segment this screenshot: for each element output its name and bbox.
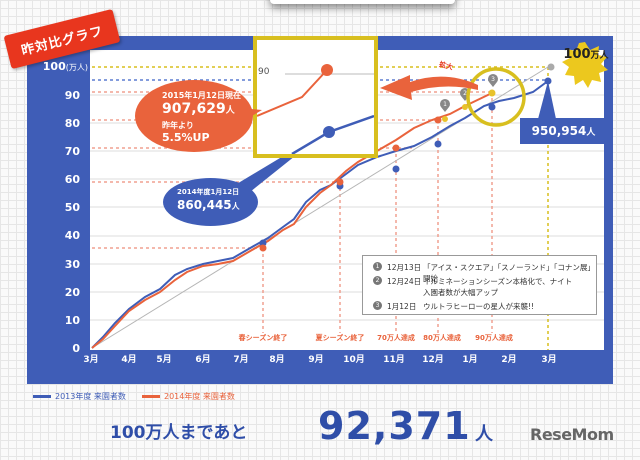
- note-text: 「アイス・スクエア」「スノーランド」「コナン展」開始: [423, 263, 595, 283]
- pin-3-icon: 3: [488, 73, 499, 87]
- total-2013-label: 950,954 人: [520, 118, 607, 144]
- event-label: 70万人達成: [377, 334, 415, 342]
- callout-value: 907,629人: [162, 101, 235, 117]
- legend-swatch: [33, 395, 51, 398]
- series-2014: [91, 92, 493, 349]
- arrow-left-icon: [380, 75, 478, 100]
- callout-date: 2015年1月12日現在: [162, 91, 241, 100]
- callout-2014-prev: 2014年度1月12日 860,445人: [163, 178, 258, 226]
- y-tick-30: 30: [64, 258, 80, 271]
- x-tick: 5月: [156, 355, 172, 365]
- callout-value: 860,445人: [177, 198, 240, 212]
- x-tick: 3月: [83, 355, 99, 365]
- note-date: 12月24日: [387, 277, 422, 286]
- y-tick-90: 90: [64, 89, 80, 102]
- event-label: 夏シーズン終了: [315, 334, 365, 342]
- callout-2015-current: 2015年1月12日現在 907,629人 昨年より 5.5%UP: [135, 80, 253, 152]
- legend-swatch: [142, 395, 160, 398]
- x-tick: 9月: [308, 355, 324, 365]
- notes-box: 1 12月13日 「アイス・スクエア」「スノーランド」「コナン展」開始 2 12…: [362, 255, 597, 315]
- note-row: 2 12月24日 イルミネーションシーズン本格化で、ナイト入園者数が大幅アップ: [373, 276, 573, 298]
- note-text: イルミネーションシーズン本格化で、ナイト入園者数が大幅アップ: [423, 277, 573, 297]
- event-label: 80万人達成: [423, 334, 461, 342]
- x-tick: 3月: [541, 355, 557, 365]
- series-2013: [91, 80, 549, 349]
- legend-item-2013: 2013年度 来園者数: [33, 391, 126, 402]
- legend-item-2014: 2014年度 来園者数: [142, 391, 235, 402]
- svg-text:2: 2: [463, 90, 467, 97]
- x-tick: 4月: [121, 355, 137, 365]
- callout-compare-value: 5.5%UP: [162, 131, 210, 144]
- x-tick: 2月: [501, 355, 517, 365]
- remaining-value: 92,371: [318, 404, 471, 448]
- number-3-icon: 3: [373, 301, 382, 310]
- y-tick-20: 20: [64, 286, 80, 299]
- event-label: 90万人達成: [475, 334, 513, 342]
- x-tick: 1月: [462, 355, 478, 365]
- note-row: 1 12月13日 「アイス・スクエア」「スノーランド」「コナン展」開始: [373, 262, 596, 284]
- legend-label: 2014年度 来園者数: [164, 392, 235, 401]
- y-tick-0: 0: [72, 342, 80, 355]
- y-tick-100: 100(万人): [42, 60, 88, 73]
- y-tick-50: 50: [64, 201, 80, 214]
- zoom-axis-label: 90: [258, 67, 270, 77]
- x-tick: 12月: [422, 355, 444, 365]
- x-tick: 7月: [233, 355, 249, 365]
- x-tick: 6月: [195, 355, 211, 365]
- event-label: 春シーズン終了: [238, 334, 288, 342]
- callout-compare-label: 昨年より: [162, 121, 194, 130]
- remaining-label: 100万人まであと: [110, 423, 248, 443]
- note-row: 3 1月12日 ウルトラヒーローの星人が来襲!!: [373, 301, 534, 312]
- x-tick: 8月: [269, 355, 285, 365]
- pin-1-icon: 1: [439, 99, 450, 112]
- resemom-logo: ReseMom: [530, 425, 614, 444]
- legend-label: 2013年度 来園者数: [55, 392, 126, 401]
- remaining-unit: 人: [475, 424, 493, 445]
- y-tick-80: 80: [64, 117, 80, 130]
- starburst-icon: [562, 42, 608, 88]
- number-2-icon: 2: [373, 276, 382, 285]
- note-text: ウルトラヒーローの星人が来襲!!: [423, 302, 535, 311]
- number-1-icon: 1: [373, 262, 382, 271]
- x-tick: 11月: [383, 355, 405, 365]
- y-tick-70: 70: [64, 145, 80, 158]
- zoom-inset: [253, 36, 378, 158]
- y-tick-10: 10: [64, 314, 80, 327]
- y-tick-60: 60: [64, 173, 80, 186]
- top-tab-shadow: [270, 0, 455, 4]
- goal-burst-text: 100万人: [563, 47, 609, 62]
- svg-text:3: 3: [491, 76, 495, 83]
- note-date: 1月12日: [387, 302, 417, 311]
- callout-date: 2014年度1月12日: [177, 188, 240, 196]
- x-tick: 10月: [343, 355, 365, 365]
- note-date: 12月13日: [387, 263, 422, 272]
- magnify-circle: [466, 67, 526, 127]
- svg-text:1: 1: [443, 101, 447, 108]
- y-tick-40: 40: [64, 229, 80, 242]
